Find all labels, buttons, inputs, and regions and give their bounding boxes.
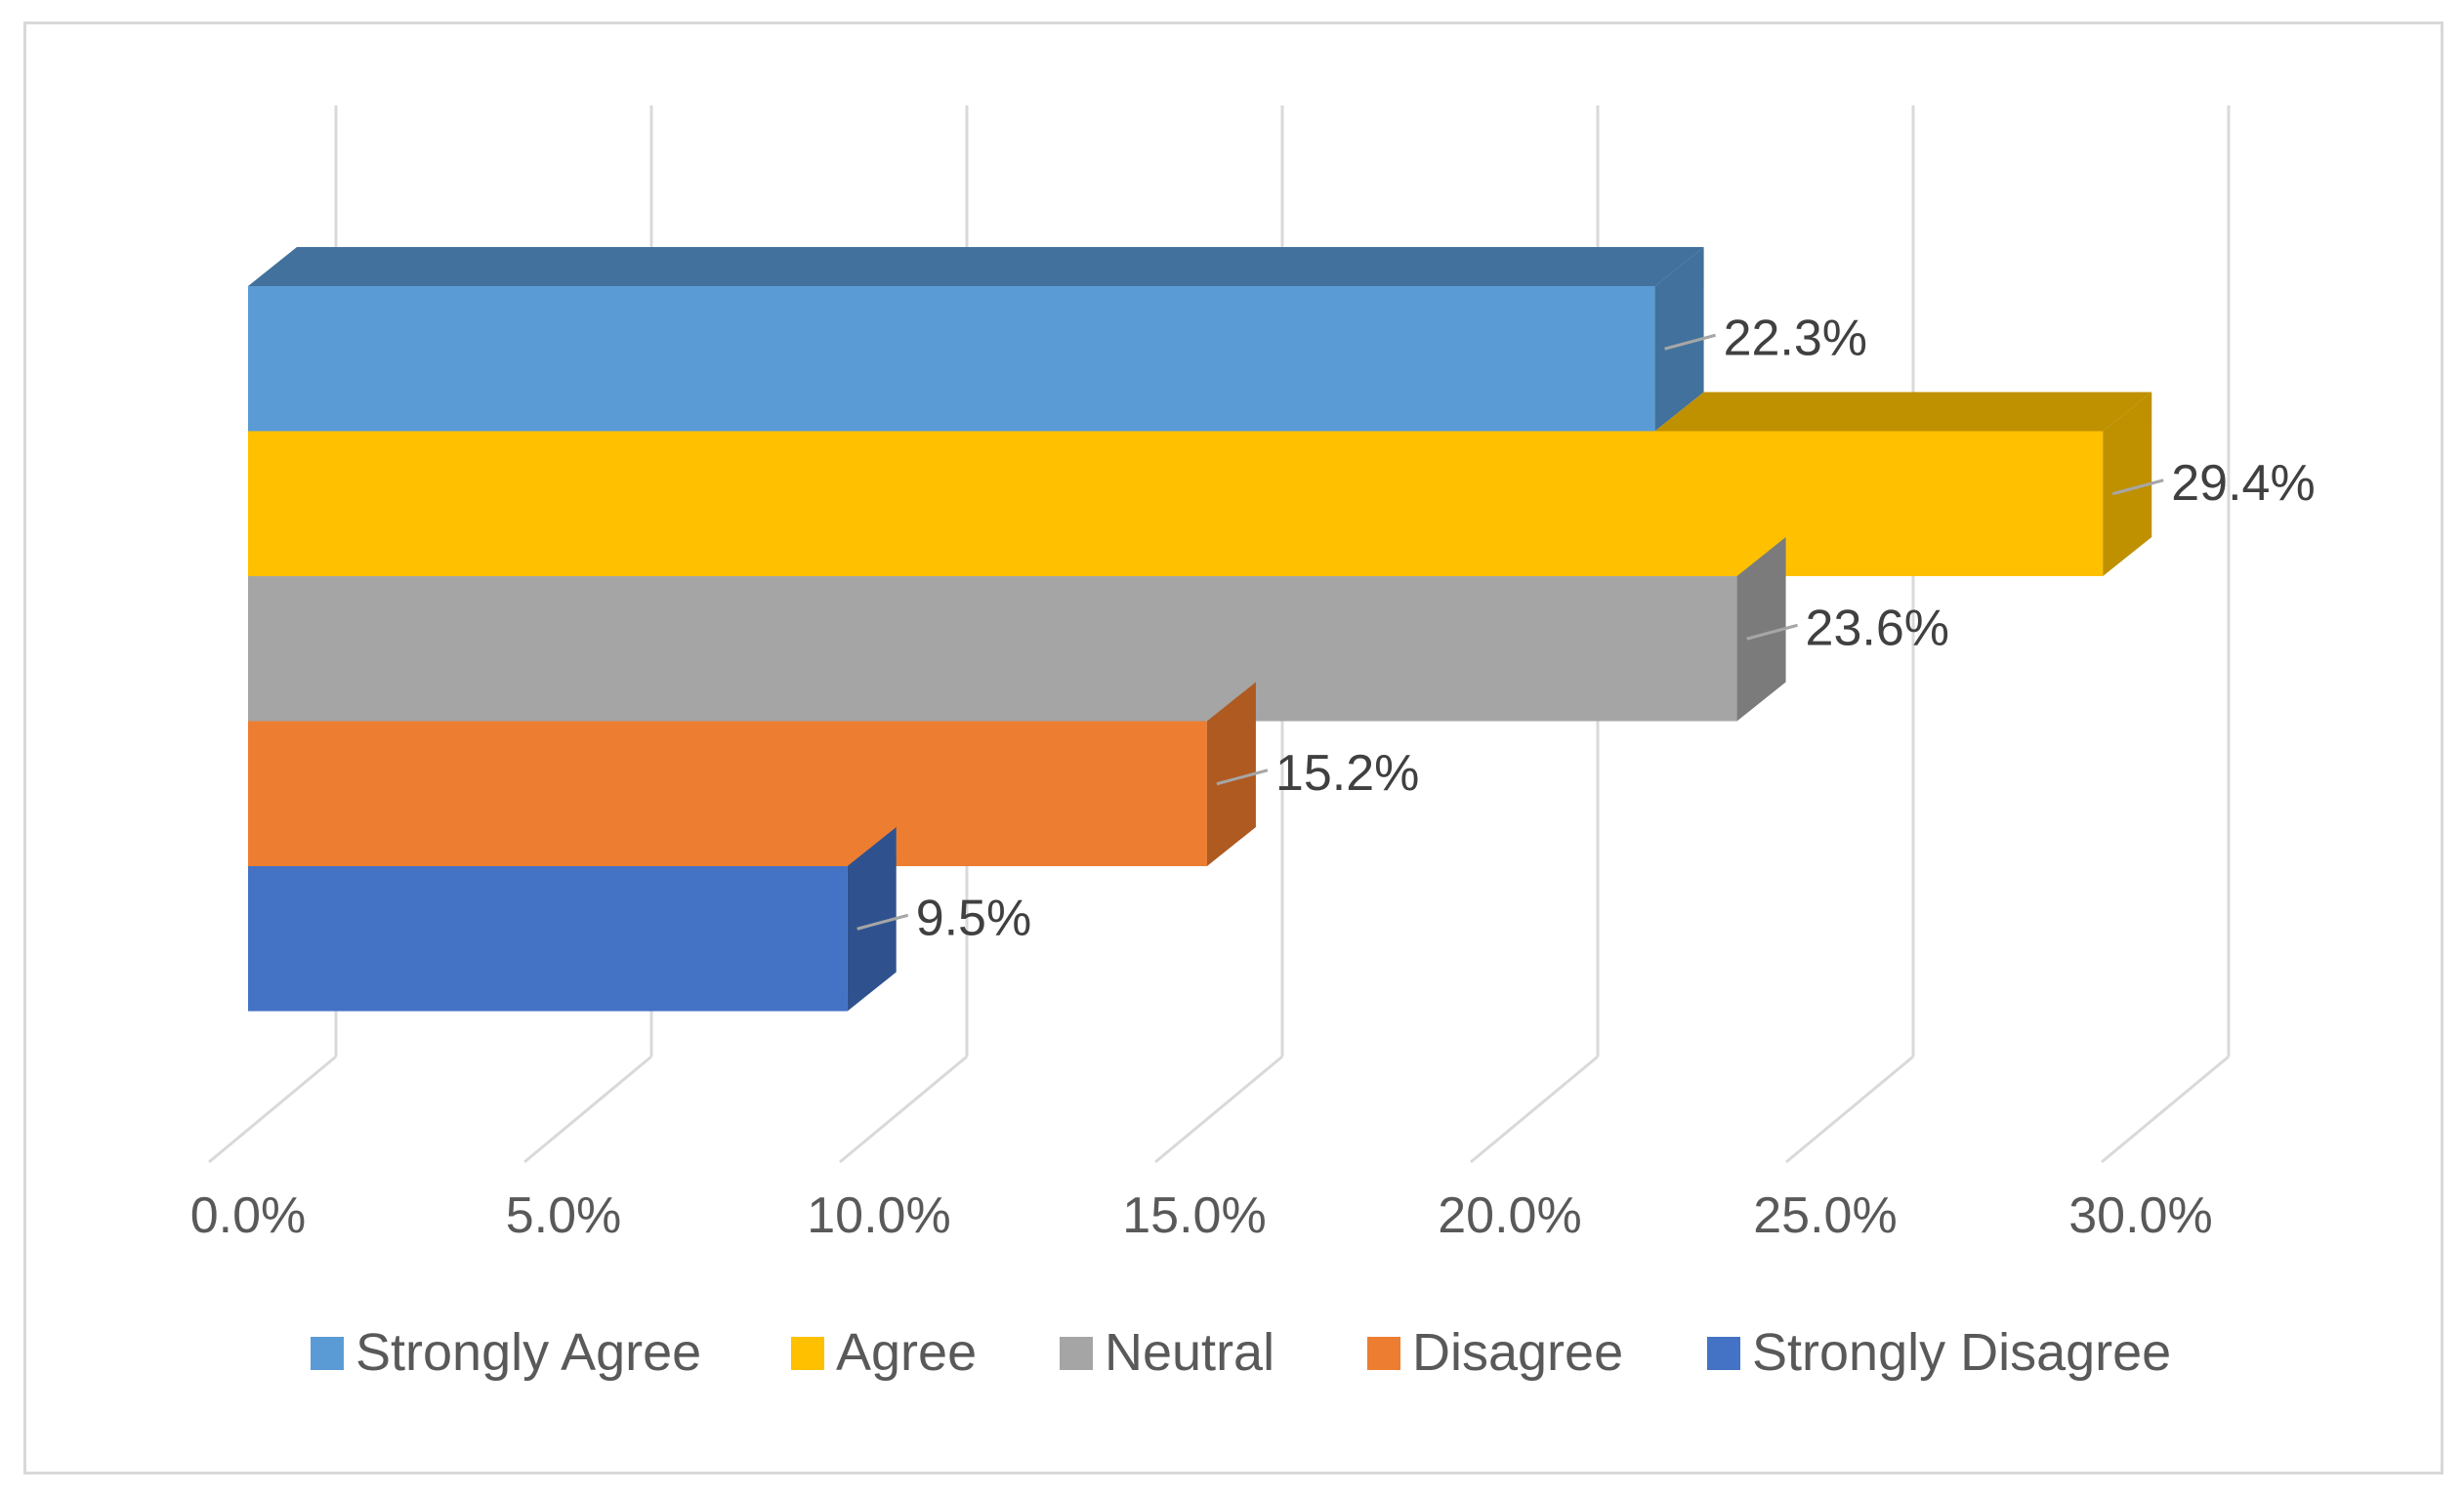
axis-layer: 0.0% 5.0% 10.0% 15.0% 20.0% 25.0% 30.0% (190, 1187, 2213, 1244)
x-tick-label: 30.0% (2068, 1187, 2212, 1244)
legend-item-strongly-agree: Strongly Agree (311, 1323, 701, 1382)
legend-label: Strongly Agree (355, 1323, 701, 1382)
bar-agree (248, 392, 2152, 576)
data-label: 22.3% (1724, 310, 1867, 366)
bar-side-face (847, 827, 897, 1012)
bar-side-face (1736, 537, 1786, 722)
floor-line-0 (208, 1055, 337, 1164)
data-label: 9.5% (916, 890, 1032, 946)
legend-layer: Strongly Agree Agree Neutral Disagree Strong… (311, 1323, 2171, 1382)
bar-front-face (248, 576, 1737, 722)
leader-line (2111, 478, 2164, 496)
legend-item-disagree: Disagree (1367, 1323, 1623, 1382)
bar-front-face (248, 721, 1207, 866)
floor-line-3 (1154, 1055, 1283, 1164)
x-tick-label: 15.0% (1122, 1187, 1266, 1244)
floor-line-1 (523, 1055, 652, 1164)
label-layer: 22.3% 29.4% 23.6% 15.2% 9.5% (856, 310, 2316, 946)
legend-swatch (1707, 1337, 1740, 1370)
bar-top-face (1654, 392, 2152, 432)
x-tick-label: 25.0% (1753, 1187, 1897, 1244)
x-tick-label: 10.0% (807, 1187, 950, 1244)
leader-line (1664, 333, 1716, 351)
bar-disagree (248, 682, 1256, 866)
legend-label: Strongly Disagree (1752, 1323, 2171, 1382)
floor-line-5 (1785, 1055, 1914, 1164)
floor-line-4 (1470, 1055, 1599, 1164)
legend-swatch (791, 1337, 824, 1370)
bar-front-face (248, 286, 1655, 432)
bar-strongly-agree (248, 247, 1704, 432)
legend-label: Agree (836, 1323, 977, 1382)
legend-label: Neutral (1105, 1323, 1274, 1382)
legend-swatch (1367, 1337, 1400, 1370)
bar-layer (248, 247, 2152, 1012)
legend-item-strongly-disagree: Strongly Disagree (1707, 1323, 2171, 1382)
x-tick-label: 5.0% (506, 1187, 622, 1244)
floor-line-2 (839, 1055, 968, 1164)
legend-swatch (1060, 1337, 1093, 1370)
legend-swatch (311, 1337, 344, 1370)
leader-line (856, 913, 909, 931)
floor-line-6 (2101, 1055, 2230, 1164)
data-label: 29.4% (2171, 455, 2315, 512)
bar-front-face (248, 431, 2104, 576)
bar-neutral (248, 537, 1786, 722)
legend-item-agree: Agree (791, 1323, 977, 1382)
bar-front-face (248, 866, 848, 1012)
x-tick-label: 0.0% (190, 1187, 307, 1244)
data-label: 15.2% (1275, 745, 1419, 802)
bar-strongly-disagree (248, 827, 897, 1012)
legend-item-neutral: Neutral (1060, 1323, 1274, 1382)
legend-label: Disagree (1412, 1323, 1623, 1382)
leader-line (1216, 769, 1269, 786)
x-tick-label: 20.0% (1438, 1187, 1581, 1244)
bar-side-face (1206, 682, 1256, 866)
bar-side-face (1654, 247, 1704, 432)
bar-side-face (2103, 392, 2152, 576)
bar-top-face (248, 247, 1704, 286)
leader-line (1746, 623, 1798, 641)
data-label: 23.6% (1806, 600, 1949, 656)
